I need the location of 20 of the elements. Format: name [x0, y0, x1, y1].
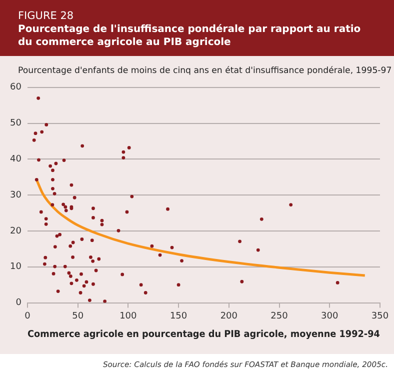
line-series — [35, 178, 366, 277]
x-axis-title: Commerce agricole en pourcentage du PIB agricole, moyenne 1992-94 — [28, 328, 380, 340]
y-tick-label: 10 — [10, 262, 22, 272]
x-tick-label: 100 — [120, 312, 138, 322]
y-tick-label: 40 — [10, 154, 22, 165]
x-tick-label: 200 — [220, 312, 238, 322]
x-tick-label: 50 — [72, 312, 84, 322]
x-tick-label: 250 — [270, 312, 288, 322]
y-tick-label: 0 — [16, 298, 22, 308]
y-tick-label: 30 — [10, 190, 22, 200]
y-tick-label: 50 — [10, 118, 22, 129]
x-tick-label: 0 — [24, 312, 31, 322]
y-axis-title: Pourcentage d'enfants de moins de cinq ans en état d'insuffisance pondérale, 1995-97 — [17, 66, 393, 76]
chart-title: FIGURE 28 — [18, 10, 75, 22]
y-tick-label: 60 — [10, 82, 22, 93]
x-tick-label: 350 — [371, 312, 389, 322]
y-tick-label: 20 — [10, 226, 22, 236]
x-tick-label: 300 — [321, 312, 338, 322]
x-tick-label: 150 — [170, 312, 188, 322]
chart-subtitle: Pourcentage de l'insuffisance pondérale par rapport au ratio du commerce agricole au PIB agricole — [18, 23, 362, 49]
